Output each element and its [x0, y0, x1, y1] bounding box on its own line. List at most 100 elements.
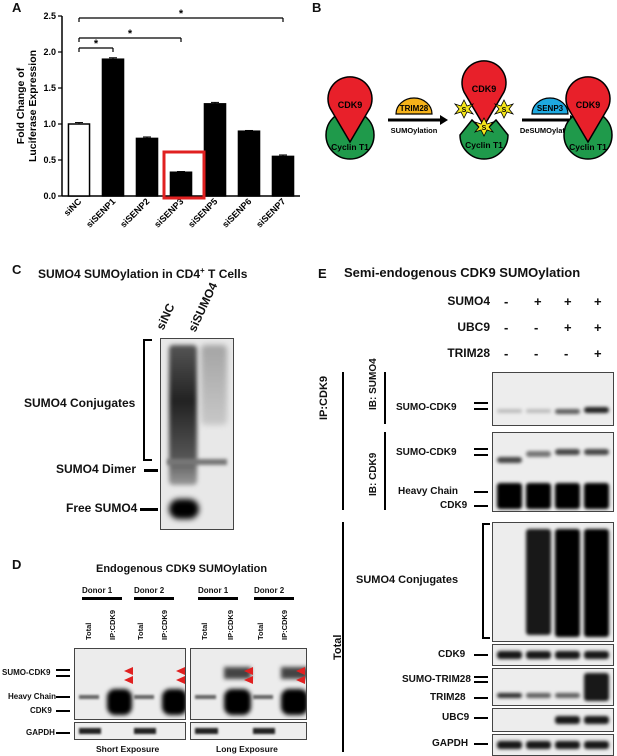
condition-sign: - — [504, 320, 509, 335]
gapdh-blot-d-1 — [190, 722, 307, 740]
tick-e-8 — [474, 676, 488, 678]
condition-label: UBC9 — [457, 320, 490, 334]
label-d-gapdh: GAPDH — [26, 728, 55, 737]
panel-e-bracket — [482, 523, 490, 639]
panel-e-letter: E — [318, 266, 327, 281]
band — [497, 409, 522, 413]
label-e-gapdh: GAPDH — [432, 738, 469, 749]
band — [555, 483, 580, 509]
x-tick-label: siSENP2 — [118, 196, 151, 229]
band — [555, 693, 580, 698]
tick-d-1 — [56, 669, 70, 671]
red-arrow — [244, 676, 253, 684]
band — [161, 689, 185, 715]
panel-b-letter: B — [312, 0, 322, 15]
sig-star: * — [179, 8, 184, 20]
panel-d-title: Endogenous CDK9 SUMOylation — [96, 563, 268, 575]
bar-siSENP6 — [237, 130, 261, 197]
complex-2: CDK9 Cyclin T1 S S S — [453, 60, 515, 160]
sumo-star-2 — [493, 99, 515, 119]
y-axis-label: Fold Change ofLuciferase Expression — [15, 50, 39, 162]
label-ib-cdk9: IB: CDK9 — [368, 452, 379, 496]
senp3-label: SENP3 — [537, 104, 564, 113]
bar-siNC — [67, 123, 91, 197]
band — [555, 741, 580, 749]
label-e-sumo-cdk9-2: SUMO-CDK9 — [396, 447, 457, 458]
tick-d-3 — [56, 696, 70, 698]
band — [584, 407, 609, 413]
band — [584, 741, 609, 749]
x-tick-label: siNC — [62, 196, 84, 218]
lane-label: Total — [200, 622, 209, 640]
tick-e-3 — [474, 448, 488, 450]
label-ip-cdk9: IP:CDK9 — [318, 375, 330, 420]
bar-ib-sumo4 — [384, 372, 386, 424]
panel-e-title: Semi-endogenous CDK9 SUMOylation — [344, 265, 581, 280]
bar-siSENP3 — [169, 171, 193, 197]
panel-c-bracket — [143, 339, 152, 461]
sumo-s-2: S — [502, 107, 507, 114]
donor-label: Donor 2 — [254, 586, 285, 595]
label-e-sumo-trim28: SUMO-TRIM28 — [402, 674, 471, 685]
sumo-s-1: S — [462, 107, 467, 114]
red-arrow — [124, 667, 133, 675]
cyclin-label-3: Cyclin T1 — [569, 142, 607, 152]
band — [497, 651, 522, 659]
band — [79, 695, 99, 699]
bar-total — [342, 522, 344, 752]
condition-sign: - — [534, 346, 539, 361]
label-e-trim28: TRIM28 — [430, 692, 466, 703]
lane-sinc: siNC — [153, 301, 178, 332]
donor-bar — [134, 597, 174, 600]
y-tick-label: 2.5 — [43, 11, 56, 21]
bar-siSENP5 — [203, 103, 227, 197]
condition-sign: + — [594, 346, 602, 361]
lane-sisumo4: siSUMO4 — [185, 280, 221, 334]
label-long-exposure: Long Exposure — [216, 744, 278, 754]
condition-sign: - — [564, 346, 569, 361]
bar-siSENP2 — [135, 137, 159, 197]
sumo-star-3 — [473, 117, 495, 137]
label-e-ubc9: UBC9 — [442, 712, 470, 723]
sig-star: * — [94, 38, 99, 50]
label-short-exposure: Short Exposure — [96, 744, 160, 754]
band — [526, 529, 551, 635]
blot-d-1 — [190, 648, 307, 720]
tick-e-5 — [474, 491, 488, 493]
donor-bar — [198, 597, 238, 600]
gapdh-band — [252, 728, 276, 734]
label-free-sumo4: Free SUMO4 — [66, 501, 138, 515]
panel-a-letter: A — [12, 0, 22, 15]
bar-ip — [342, 372, 344, 510]
sumo-star-1 — [453, 99, 475, 119]
band — [526, 651, 551, 659]
tick-e-11 — [474, 717, 488, 719]
x-tick-label: siSENP7 — [254, 196, 287, 229]
band — [106, 689, 132, 715]
y-tick-label: 1.5 — [43, 83, 56, 93]
condition-sign: + — [564, 320, 572, 335]
blot-trim28 — [492, 668, 614, 706]
cdk9-label-1: CDK9 — [338, 100, 363, 110]
y-tick-label: 1.0 — [43, 119, 56, 129]
panel-a-bar-chart: 0.0 0.5 1.0 1.5 2.0 2.5 Fold Change ofLucifera… — [15, 8, 300, 230]
trim28-shape — [395, 97, 433, 115]
tick-d-2 — [56, 675, 70, 677]
condition-sign: + — [594, 294, 602, 309]
label-d-cdk9: CDK9 — [30, 706, 52, 715]
donor-label: Donor 2 — [134, 586, 165, 595]
red-arrow — [244, 667, 253, 675]
panel-b-diagram: CDK9 Cyclin T1 TRIM28 SUMOylation CDK9 C… — [325, 60, 613, 160]
bar-siSENP7 — [271, 155, 295, 197]
tick-e-7 — [474, 654, 488, 656]
tick-d-4 — [56, 710, 70, 712]
y-tick-label: 2.0 — [43, 47, 56, 57]
y-tick-label: 0.5 — [43, 155, 56, 165]
band — [223, 689, 251, 715]
condition-sign: - — [534, 320, 539, 335]
band — [195, 695, 216, 699]
sumoylation-label: SUMOylation — [391, 126, 438, 135]
band — [584, 529, 609, 637]
band — [526, 693, 551, 698]
condition-sign: - — [504, 346, 509, 361]
